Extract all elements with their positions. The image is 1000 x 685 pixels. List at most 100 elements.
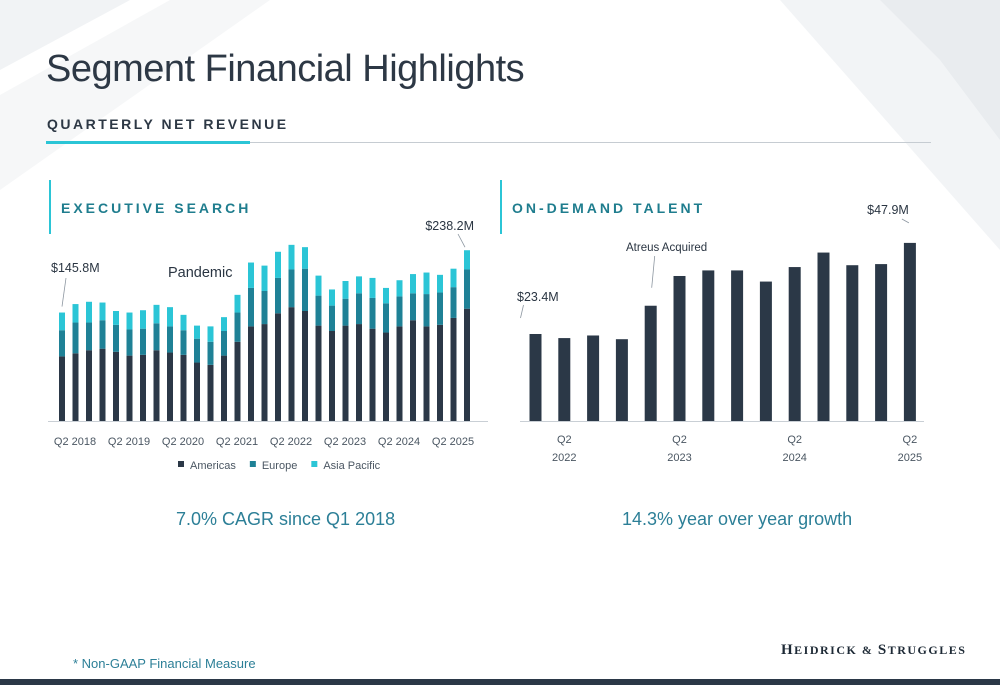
exec-bar-americas-27	[423, 326, 430, 421]
exec-bar-europe-1	[72, 322, 79, 354]
odt-x-tick-label-quarter: Q2	[672, 434, 687, 446]
odt-start-value-label: $23.4M	[517, 290, 559, 304]
exec-bar-europe-19	[315, 295, 322, 326]
exec-bar-europe-14	[248, 287, 254, 327]
exec-bar-asia-pacific-2	[86, 301, 92, 323]
exec-bar-asia-pacific-3	[99, 302, 106, 321]
page-title: Segment Financial Highlights	[46, 48, 525, 90]
footnote: * Non-GAAP Financial Measure	[73, 656, 256, 671]
exec-x-tick-label: Q2 2020	[162, 436, 204, 448]
odt-end-value-label: $47.9M	[867, 203, 909, 217]
exec-x-tick-label: Q2 2023	[324, 436, 366, 448]
odt-bar-7	[731, 270, 744, 421]
exec-panel-title: EXECUTIVE SEARCH	[61, 200, 252, 216]
exec-x-tick-label: Q2 2024	[378, 436, 420, 448]
odt-atreus-label: Atreus Acquired	[626, 242, 707, 254]
on-demand-talent-chart: Q2 2022 Q2 2023 Q2 2024 Q2 2025 $23.4M Atreus Acq…	[517, 203, 924, 464]
exec-bar-asia-pacific-7	[153, 304, 160, 324]
exec-bar-asia-pacific-28	[437, 274, 443, 293]
odt-bar-3	[615, 339, 628, 421]
bottom-band	[0, 679, 1000, 685]
odt-panel-accent	[500, 180, 502, 234]
odt-bar-2	[587, 335, 600, 421]
legend-label-asia-pacific: Asia Pacific	[323, 460, 380, 472]
legend-label-americas: Americas	[190, 460, 236, 472]
exec-bar-americas-29	[450, 317, 457, 421]
exec-x-tick-label: Q2 2018	[54, 436, 96, 448]
exec-bar-americas-26	[410, 320, 416, 421]
exec-bar-americas-5	[126, 355, 133, 421]
exec-panel-accent	[49, 180, 51, 234]
odt-bar-5	[673, 275, 686, 421]
exec-bar-americas-9	[180, 354, 187, 421]
exec-bar-europe-25	[396, 296, 403, 327]
section-heading: QUARTERLY NET REVENUE	[47, 116, 289, 132]
exec-bar-europe-12	[221, 331, 227, 356]
legend-label-europe: Europe	[262, 460, 297, 472]
exec-bar-americas-23	[369, 328, 376, 421]
exec-bar-asia-pacific-27	[423, 272, 430, 295]
exec-bar-europe-6	[140, 328, 146, 355]
odt-bar-8	[759, 281, 772, 421]
odt-bar-9	[788, 267, 801, 421]
exec-bar-americas-12	[221, 355, 227, 421]
exec-bar-americas-17	[288, 307, 295, 421]
exec-bar-asia-pacific-22	[356, 276, 362, 294]
exec-bar-asia-pacific-17	[288, 244, 295, 270]
exec-bar-europe-7	[153, 323, 160, 351]
exec-bar-europe-4	[113, 324, 119, 352]
exec-x-tick-label: Q2 2019	[108, 436, 150, 448]
odt-bar-4	[644, 305, 657, 421]
exec-bar-europe-9	[180, 330, 187, 355]
odt-atreus-leader	[651, 255, 656, 288]
exec-bar-americas-30	[464, 308, 470, 421]
exec-bar-europe-20	[329, 305, 335, 331]
exec-bar-asia-pacific-10	[194, 325, 200, 339]
company-logo: HEIDRICK & STRUGGLES	[781, 642, 967, 658]
odt-caption: 14.3% year over year growth	[622, 509, 853, 529]
exec-bar-americas-2	[86, 350, 92, 421]
exec-bar-europe-13	[234, 312, 241, 342]
exec-bar-americas-19	[315, 325, 322, 421]
exec-bar-asia-pacific-18	[302, 247, 308, 269]
exec-bar-europe-0	[59, 330, 65, 357]
legend-swatch-americas	[178, 461, 184, 467]
exec-bar-europe-30	[464, 269, 470, 309]
odt-bar-11	[846, 265, 859, 421]
exec-bar-asia-pacific-24	[383, 287, 389, 304]
exec-bar-europe-15	[261, 291, 268, 325]
exec-start-leader	[61, 277, 67, 307]
odt-x-tick-label-year: 2022	[552, 452, 576, 464]
exec-bar-europe-5	[126, 329, 133, 356]
legend-swatch-asia-pacific	[311, 461, 318, 467]
odt-bar-10	[817, 252, 830, 421]
exec-bar-americas-18	[302, 311, 308, 421]
exec-bar-asia-pacific-26	[410, 274, 416, 294]
odt-bar-13	[903, 242, 916, 421]
exec-pandemic-label: Pandemic	[168, 265, 232, 281]
exec-bar-americas-16	[275, 313, 281, 421]
exec-bar-europe-23	[369, 297, 376, 329]
exec-bar-americas-22	[356, 324, 362, 421]
odt-bar-6	[702, 270, 715, 421]
exec-bar-americas-1	[72, 353, 79, 421]
exec-bar-asia-pacific-12	[221, 317, 227, 331]
exec-bar-europe-18	[302, 268, 308, 311]
exec-bar-americas-8	[167, 352, 173, 421]
exec-x-tick-label: Q2 2025	[432, 436, 474, 448]
odt-start-leader	[520, 304, 524, 319]
exec-bar-europe-29	[450, 287, 457, 318]
exec-bar-asia-pacific-11	[207, 326, 214, 342]
exec-bar-asia-pacific-14	[248, 262, 254, 288]
header-rule	[46, 142, 931, 143]
exec-bar-europe-27	[423, 294, 430, 327]
odt-x-tick-label-year: 2025	[898, 452, 922, 464]
exec-start-value-label: $145.8M	[51, 261, 100, 275]
exec-bar-asia-pacific-25	[396, 280, 403, 297]
exec-bar-europe-28	[437, 292, 443, 325]
exec-bar-europe-17	[288, 269, 295, 308]
exec-bar-asia-pacific-29	[450, 268, 457, 288]
exec-bar-americas-21	[342, 325, 349, 421]
odt-x-tick-label-quarter: Q2	[557, 434, 572, 446]
exec-bar-asia-pacific-0	[59, 312, 65, 331]
